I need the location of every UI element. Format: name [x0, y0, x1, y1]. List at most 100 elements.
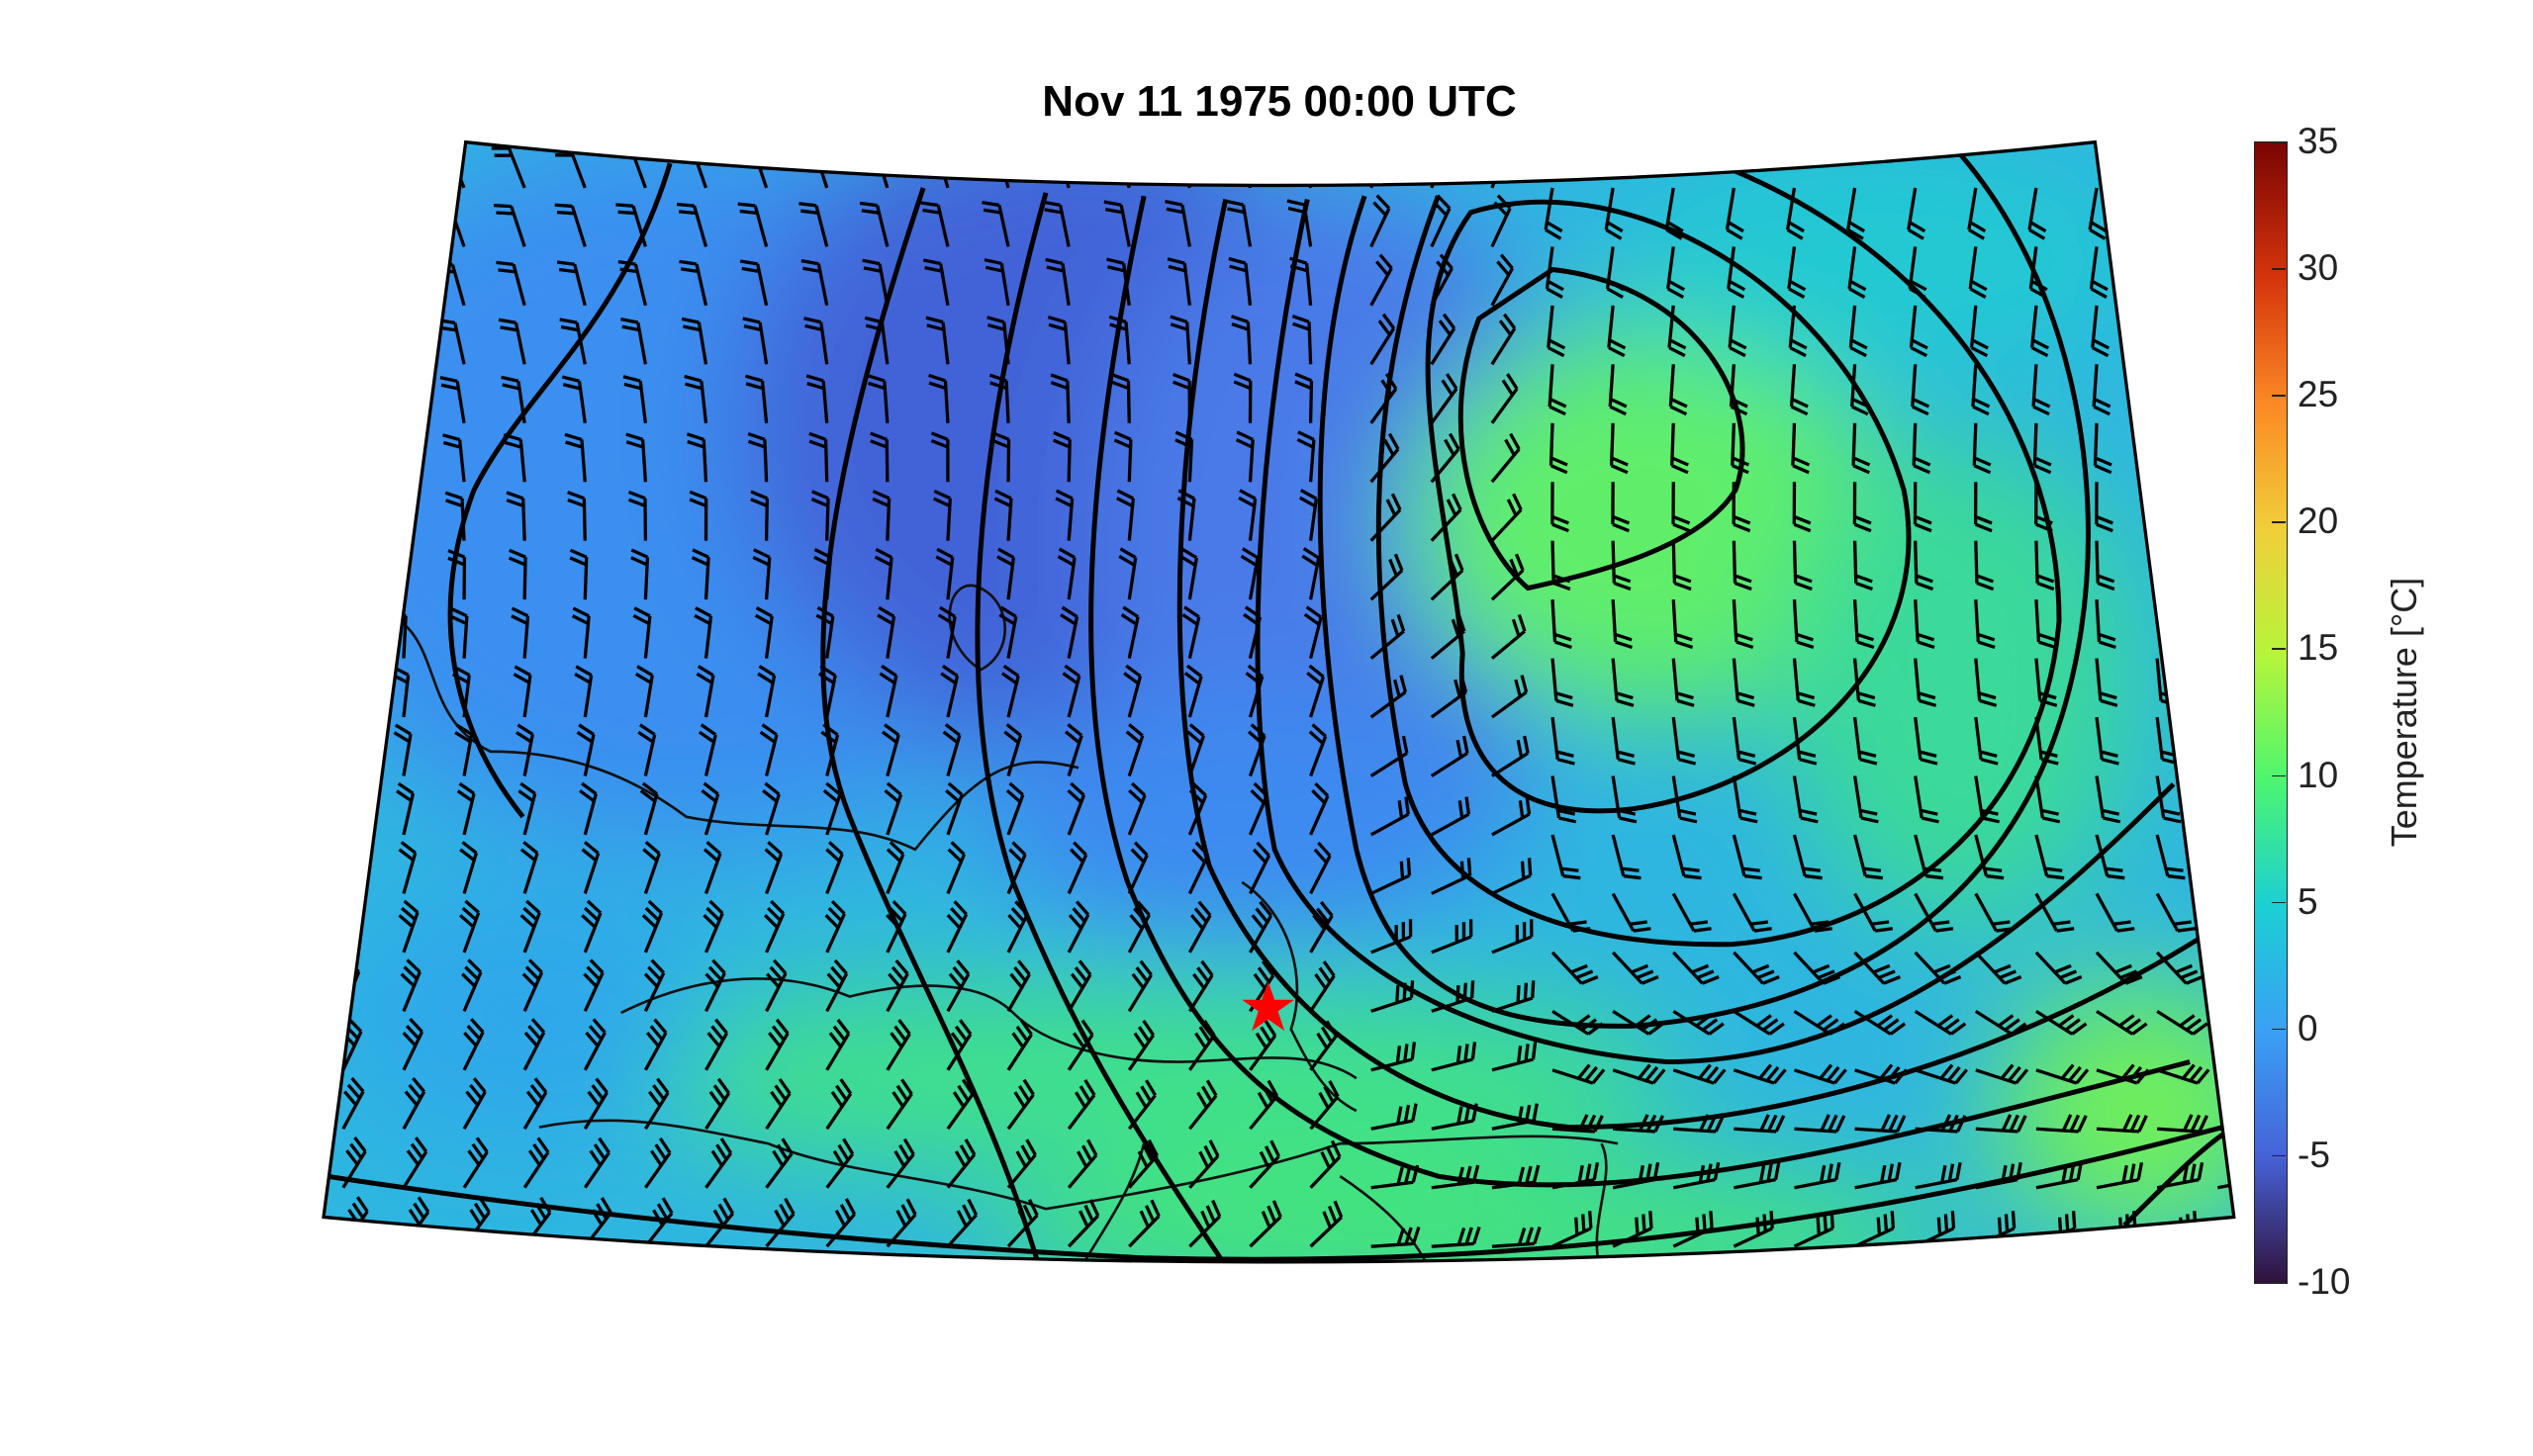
wind-barb: [765, 958, 788, 1013]
wind-barb: [1006, 959, 1031, 1013]
wind-barb: [1853, 1211, 1896, 1248]
wind-barb: [1067, 900, 1090, 954]
colorbar-tick-label: 20: [2298, 500, 2339, 542]
wind-barb: [1309, 1139, 1342, 1189]
wind-barb: [2095, 540, 2115, 592]
wind-barb: [576, 723, 596, 776]
wind-barb: [765, 1138, 794, 1189]
wind-barb: [569, 548, 589, 600]
wind-barb: [567, 491, 587, 541]
colorbar-tick-label: 5: [2298, 880, 2318, 922]
wind-barb: [1491, 1227, 1542, 1248]
wind-barb: [1006, 1199, 1039, 1248]
wind-barb: [1915, 1114, 1967, 1134]
wind-barb: [701, 781, 720, 836]
wind-barb: [583, 1137, 610, 1189]
wind-barb: [986, 316, 1010, 365]
wind-barb: [462, 1018, 485, 1071]
wind-barb: [1309, 1200, 1344, 1248]
map-frame: [322, 139, 2236, 1264]
wind-barb: [491, 146, 526, 189]
wind-barb: [1974, 834, 2005, 880]
wind-barb: [825, 841, 844, 895]
wind-barb: [461, 958, 483, 1012]
wind-barb: [1369, 858, 1412, 895]
wind-barb: [800, 259, 829, 307]
wind-barb: [1228, 256, 1253, 307]
colorbar-tick-label: 25: [2298, 374, 2339, 415]
wind-barb: [581, 841, 601, 894]
wind-barb: [1245, 664, 1265, 718]
wind-barb: [1006, 1138, 1037, 1189]
wind-barb: [615, 203, 647, 247]
wind-barb: [625, 432, 648, 483]
wind-barb: [1430, 613, 1466, 660]
wind-barb: [1103, 200, 1131, 247]
wind-barb: [1974, 892, 2015, 933]
wind-barb: [2028, 246, 2048, 299]
wind-barb: [1490, 141, 1510, 189]
wind-barb: [583, 958, 605, 1013]
wind-barb: [704, 1138, 733, 1189]
wind-barb: [1491, 919, 1534, 955]
wind-barb: [1053, 430, 1072, 483]
wind-barb: [1671, 775, 1698, 824]
wind-barb: [2034, 482, 2053, 533]
wind-barb: [579, 781, 598, 836]
wind-barb: [1852, 775, 1879, 824]
wind-barb: [765, 1077, 792, 1131]
wind-barb: [1728, 305, 1747, 358]
wind-barb: [1551, 1161, 1600, 1190]
wind-barb: [2155, 892, 2196, 933]
wind-barb: [1733, 1009, 1785, 1036]
wind-barb: [1611, 951, 1659, 985]
wind-barb: [884, 781, 903, 836]
wind-barb: [704, 1018, 729, 1071]
wind-barb: [2034, 599, 2056, 650]
wind-barb: [1369, 553, 1404, 601]
wind-barb: [1067, 959, 1092, 1013]
wind-barb: [1666, 246, 1686, 299]
wind-barb: [1792, 775, 1819, 824]
wind-barb: [2096, 1114, 2148, 1134]
wind-barb: [1174, 430, 1194, 483]
wind-barb: [1545, 246, 1564, 299]
wind-barb: [1187, 841, 1210, 895]
wind-barb: [581, 899, 603, 954]
wind-barb: [2152, 364, 2172, 416]
wind-barb: [1915, 1063, 1969, 1085]
wind-barb: [1006, 1078, 1035, 1131]
wind-barb: [1162, 142, 1191, 189]
wind-barb: [2034, 775, 2061, 824]
wind-barb: [1248, 781, 1268, 836]
wind-barb: [1608, 364, 1628, 416]
wind-barb: [1430, 313, 1456, 366]
wind-barb: [879, 664, 898, 718]
wind-barb: [1852, 658, 1876, 707]
wind-barb: [1854, 1063, 1908, 1085]
wind-barb: [2093, 422, 2112, 475]
wind-barb: [676, 202, 708, 247]
wind-barb: [765, 1197, 796, 1248]
wind-barb: [1491, 1103, 1539, 1131]
wind-barb: [1732, 716, 1757, 766]
wind-barb: [2034, 951, 2083, 985]
wind-barb: [2034, 540, 2055, 592]
wind-barb: [643, 1018, 668, 1071]
wind-barb: [996, 547, 1016, 600]
wind-barb: [1370, 1042, 1417, 1072]
wind-barb: [1062, 664, 1081, 718]
wind-barb: [1127, 781, 1147, 836]
wind-barb: [1852, 482, 1872, 533]
wind-barb: [1609, 422, 1629, 475]
wind-barb: [798, 202, 829, 247]
wind-barb: [2215, 599, 2234, 650]
wind-barb: [393, 723, 413, 776]
wind-barb: [1225, 199, 1253, 247]
wind-barb: [1847, 246, 1867, 299]
wind-barb: [1914, 716, 1938, 766]
colorbar-tick-label: -5: [2298, 1134, 2330, 1175]
colorbar-tick-label: 0: [2298, 1007, 2318, 1048]
wind-barb: [1430, 373, 1458, 424]
wind-barb: [439, 376, 466, 424]
